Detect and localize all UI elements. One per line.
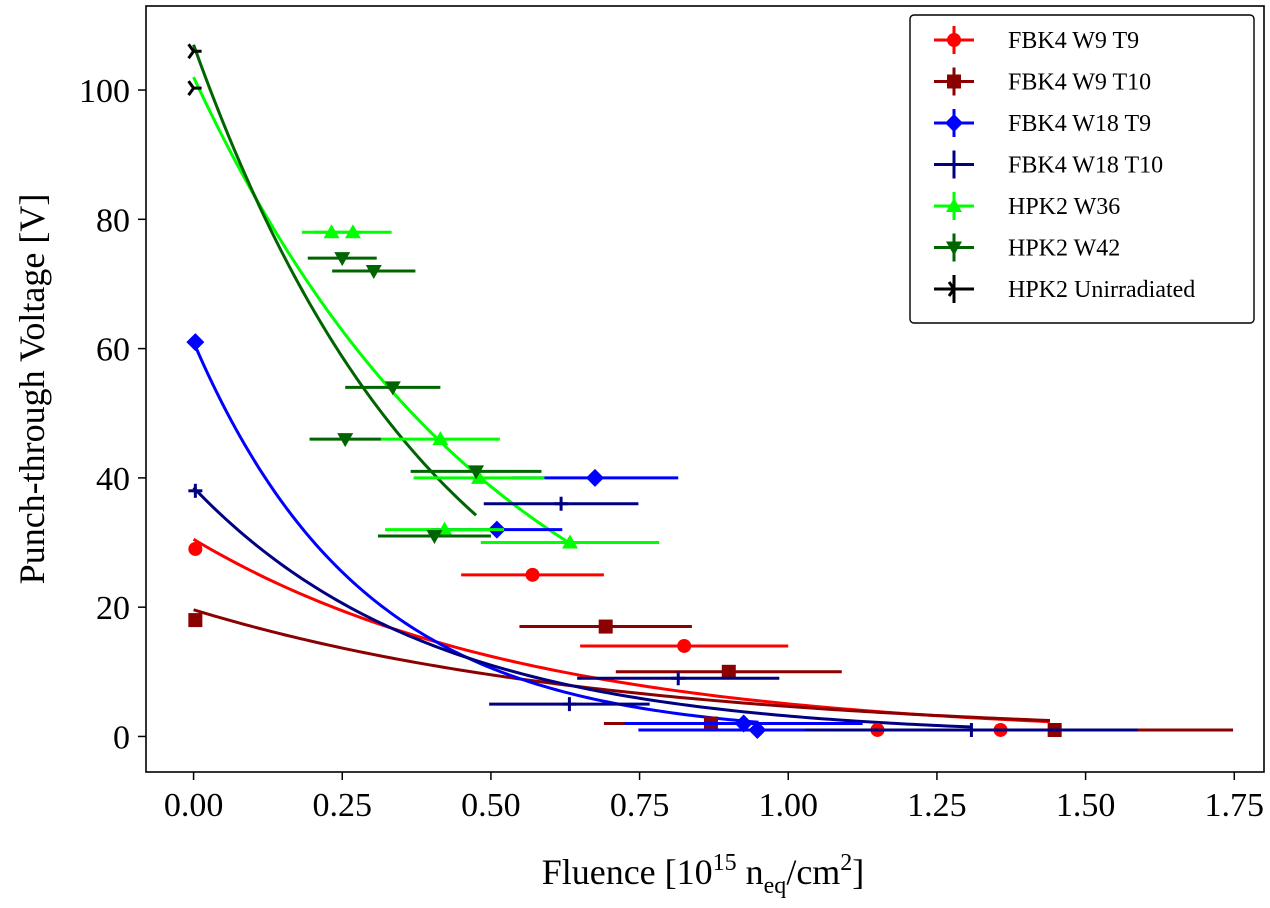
tri-arm bbox=[187, 87, 195, 96]
x-tick-label: 0.00 bbox=[164, 787, 224, 824]
data-point bbox=[432, 431, 449, 446]
data-point bbox=[748, 720, 767, 739]
legend-entry: HPK2 W36 bbox=[934, 192, 1120, 220]
data-point bbox=[671, 671, 686, 686]
data-point bbox=[188, 483, 203, 498]
fit-curve bbox=[192, 486, 973, 729]
tri-arm bbox=[947, 281, 956, 290]
data-point bbox=[562, 534, 579, 549]
data-point bbox=[525, 567, 540, 582]
fit-curve bbox=[193, 608, 1050, 723]
legend-frame bbox=[909, 14, 1255, 324]
legend-label: HPK2 W36 bbox=[1008, 194, 1120, 220]
x-axis-label: Fluence [1015 neq/cm2] bbox=[542, 850, 865, 899]
data-point bbox=[187, 80, 202, 96]
data-point bbox=[365, 265, 382, 280]
legend-label: FBK4 W18 T10 bbox=[1008, 153, 1163, 179]
data-point bbox=[384, 381, 401, 396]
legend-entry: FBK4 W9 T10 bbox=[934, 67, 1151, 96]
legend-entry: FBK4 W18 T10 bbox=[934, 150, 1163, 179]
legend-marker bbox=[947, 74, 961, 89]
fit-curve bbox=[192, 44, 478, 517]
y-tick-label: 40 bbox=[96, 461, 130, 498]
legend-label: HPK2 Unirradiated bbox=[1008, 277, 1195, 303]
legend-entry: FBK4 W18 T9 bbox=[934, 109, 1151, 137]
plot-layer bbox=[186, 43, 1234, 739]
axis-layer: 0.00 0.25 0.50 0.75 1.00 1.25 1.50 1.75 0 20 40 60 8… bbox=[79, 73, 1264, 824]
fit-curve bbox=[192, 341, 759, 724]
x-tick-label: 1.50 bbox=[1056, 787, 1116, 824]
x-tick-label: 0.75 bbox=[610, 787, 670, 824]
legend: FBK4 W9 T9 FBK4 W9 T10 FBK4 W18 T9 FBK4 W18… bbox=[909, 14, 1255, 324]
data-point bbox=[677, 638, 692, 653]
y-tick-label: 100 bbox=[79, 73, 130, 110]
tri-arm bbox=[187, 43, 195, 53]
fit-curve bbox=[192, 76, 571, 545]
data-point bbox=[554, 496, 569, 511]
data-point bbox=[598, 619, 613, 634]
data-point bbox=[188, 613, 203, 628]
data-point bbox=[334, 252, 351, 267]
data-point bbox=[585, 468, 604, 487]
x-tick-label: 1.00 bbox=[759, 787, 819, 824]
y-tick-label: 20 bbox=[96, 590, 130, 627]
legend-marker bbox=[945, 114, 963, 132]
data-point bbox=[964, 722, 979, 737]
y-axis-label: Punch-through Voltage [V] bbox=[12, 194, 52, 585]
legend-entry: FBK4 W9 T9 bbox=[934, 26, 1139, 54]
y-tick-label: 80 bbox=[96, 202, 130, 239]
legend-marker bbox=[946, 241, 962, 256]
data-point bbox=[721, 664, 736, 679]
legend-label: HPK2 W42 bbox=[1008, 236, 1120, 262]
tri-arm bbox=[187, 80, 195, 89]
x-tick-label: 1.75 bbox=[1205, 787, 1265, 824]
legend-marker bbox=[947, 33, 961, 47]
data-point bbox=[344, 224, 361, 239]
plot-frame bbox=[145, 5, 1265, 773]
y-tick-label: 0 bbox=[113, 719, 130, 756]
x-tick-label: 0.25 bbox=[312, 787, 372, 824]
y-tick-label: 60 bbox=[96, 332, 130, 369]
data-point bbox=[734, 714, 753, 733]
legend-marker bbox=[946, 198, 962, 212]
legend-label: FBK4 W18 T9 bbox=[1008, 111, 1151, 137]
legend-label: FBK4 W9 T10 bbox=[1008, 70, 1151, 96]
legend-marker bbox=[947, 281, 962, 297]
data-point bbox=[188, 541, 203, 556]
legend-entry: HPK2 W42 bbox=[934, 233, 1120, 262]
x-tick-label: 0.50 bbox=[461, 787, 521, 824]
data-point bbox=[562, 697, 577, 712]
data-point bbox=[426, 530, 443, 545]
tri-arm bbox=[947, 288, 956, 297]
data-point bbox=[337, 433, 354, 448]
plot-inner bbox=[186, 43, 1234, 739]
legend-label: FBK4 W9 T9 bbox=[1008, 28, 1139, 54]
data-point bbox=[186, 333, 205, 352]
x-tick-label: 1.25 bbox=[907, 787, 967, 824]
data-point bbox=[471, 469, 488, 484]
data-point bbox=[468, 465, 485, 480]
tri-arm bbox=[187, 50, 195, 60]
legend-entry: HPK2 Unirradiated bbox=[934, 275, 1195, 303]
data-point bbox=[187, 43, 202, 60]
legend-marker bbox=[947, 157, 961, 172]
